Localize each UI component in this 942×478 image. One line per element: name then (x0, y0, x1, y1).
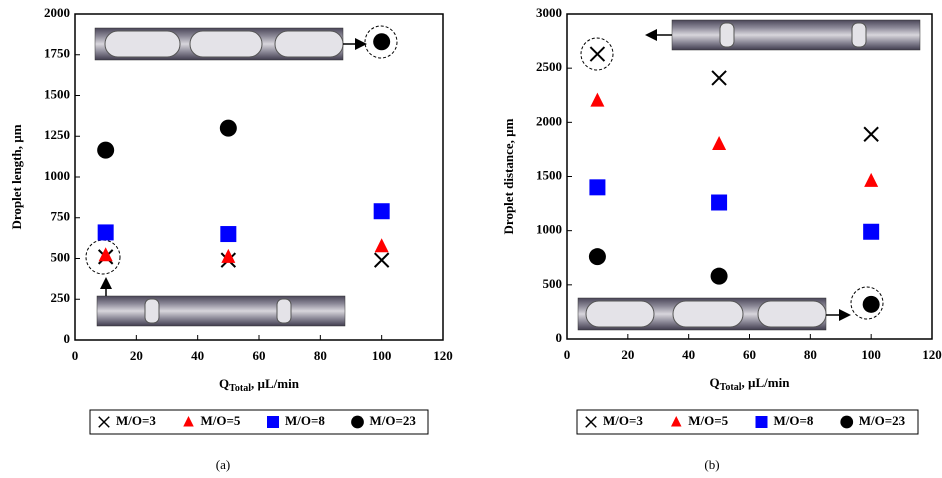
micrograph (97, 296, 345, 326)
x-tick-label: 40 (682, 347, 695, 362)
y-tick-label: 500 (543, 276, 563, 291)
y-axis-label: Droplet length, µm (9, 124, 24, 229)
droplet (720, 23, 734, 47)
marker-circle (840, 416, 853, 429)
marker-circle (373, 33, 390, 50)
marker-x (864, 127, 878, 141)
droplet (145, 299, 159, 323)
y-tick-label: 1500 (536, 167, 562, 182)
micrograph (672, 20, 920, 50)
marker-circle (863, 296, 880, 313)
marker-circle (589, 248, 606, 265)
y-tick-label: 2000 (44, 5, 70, 20)
x-axis-label-part: Total (229, 383, 251, 394)
y-tick-label: 1000 (44, 168, 70, 183)
x-tick-label: 80 (804, 347, 817, 362)
marker-triangle (99, 247, 113, 261)
marker-triangle (590, 93, 604, 107)
x-axis-label: QTotal, µL/min (219, 376, 300, 394)
x-tick-label: 100 (372, 348, 392, 363)
marker-square (267, 416, 279, 428)
y-tick-label: 0 (556, 330, 563, 345)
droplet (190, 31, 262, 57)
droplet (586, 301, 654, 327)
droplet (758, 301, 826, 327)
y-tick-label: 250 (51, 290, 71, 305)
x-tick-label: 40 (191, 348, 204, 363)
legend-label: M/O=5 (201, 413, 241, 428)
x-axis-label-part: Q (710, 375, 720, 390)
caption: (a) (216, 457, 230, 472)
x-tick-label: 0 (72, 348, 79, 363)
x-tick-label: 120 (433, 348, 453, 363)
marker-x (590, 47, 604, 61)
marker-x (375, 253, 389, 267)
y-tick-label: 750 (51, 209, 71, 224)
x-tick-label: 20 (130, 348, 143, 363)
legend-label: M/O=8 (285, 413, 325, 428)
x-axis-label-part: Q (219, 376, 229, 391)
y-tick-label: 3000 (536, 5, 562, 20)
x-axis-label-part: , µL/min (251, 376, 300, 391)
droplet (673, 301, 743, 327)
x-tick-label: 80 (314, 348, 327, 363)
marker-square (374, 203, 390, 219)
legend-label: M/O=3 (116, 413, 156, 428)
caption: (b) (704, 457, 719, 472)
x-tick-label: 60 (253, 348, 266, 363)
legend-label: M/O=23 (370, 413, 417, 428)
y-tick-label: 500 (51, 249, 71, 264)
y-axis-label: Droplet distance, µm (501, 118, 516, 234)
marker-circle (351, 416, 364, 429)
y-tick-label: 1750 (44, 46, 70, 61)
marker-square (589, 179, 605, 195)
droplet (852, 23, 866, 47)
legend-label: M/O=8 (774, 413, 814, 428)
y-tick-label: 2500 (536, 59, 562, 74)
y-tick-label: 1500 (44, 86, 70, 101)
legend-label: M/O=5 (688, 413, 728, 428)
droplet (275, 31, 343, 57)
marker-triangle (375, 238, 389, 252)
marker-circle (711, 268, 728, 285)
marker-circle (220, 120, 237, 137)
x-tick-label: 60 (743, 347, 756, 362)
x-axis-label-part: , µL/min (742, 375, 791, 390)
y-tick-label: 2000 (536, 113, 562, 128)
marker-circle (97, 142, 114, 159)
x-axis-label-part: Total (720, 382, 742, 393)
y-tick-label: 0 (64, 331, 71, 346)
droplet (277, 299, 291, 323)
marker-square (98, 224, 114, 240)
y-tick-label: 1000 (536, 222, 562, 237)
marker-triangle (864, 173, 878, 187)
legend-label: M/O=3 (603, 413, 643, 428)
marker-square (220, 226, 236, 242)
droplet (105, 31, 180, 57)
x-tick-label: 0 (564, 347, 571, 362)
marker-square (863, 224, 879, 240)
x-tick-label: 100 (861, 347, 881, 362)
x-tick-label: 120 (922, 347, 942, 362)
y-tick-label: 1250 (44, 127, 70, 142)
x-tick-label: 20 (621, 347, 634, 362)
marker-square (711, 195, 727, 211)
marker-square (756, 416, 768, 428)
legend-label: M/O=23 (859, 413, 906, 428)
plot-frame (75, 14, 443, 340)
marker-x (712, 71, 726, 85)
x-axis-label: QTotal, µL/min (710, 375, 791, 393)
figure: 0250500750100012501500175020000204060801… (0, 0, 942, 478)
marker-triangle (712, 136, 726, 150)
